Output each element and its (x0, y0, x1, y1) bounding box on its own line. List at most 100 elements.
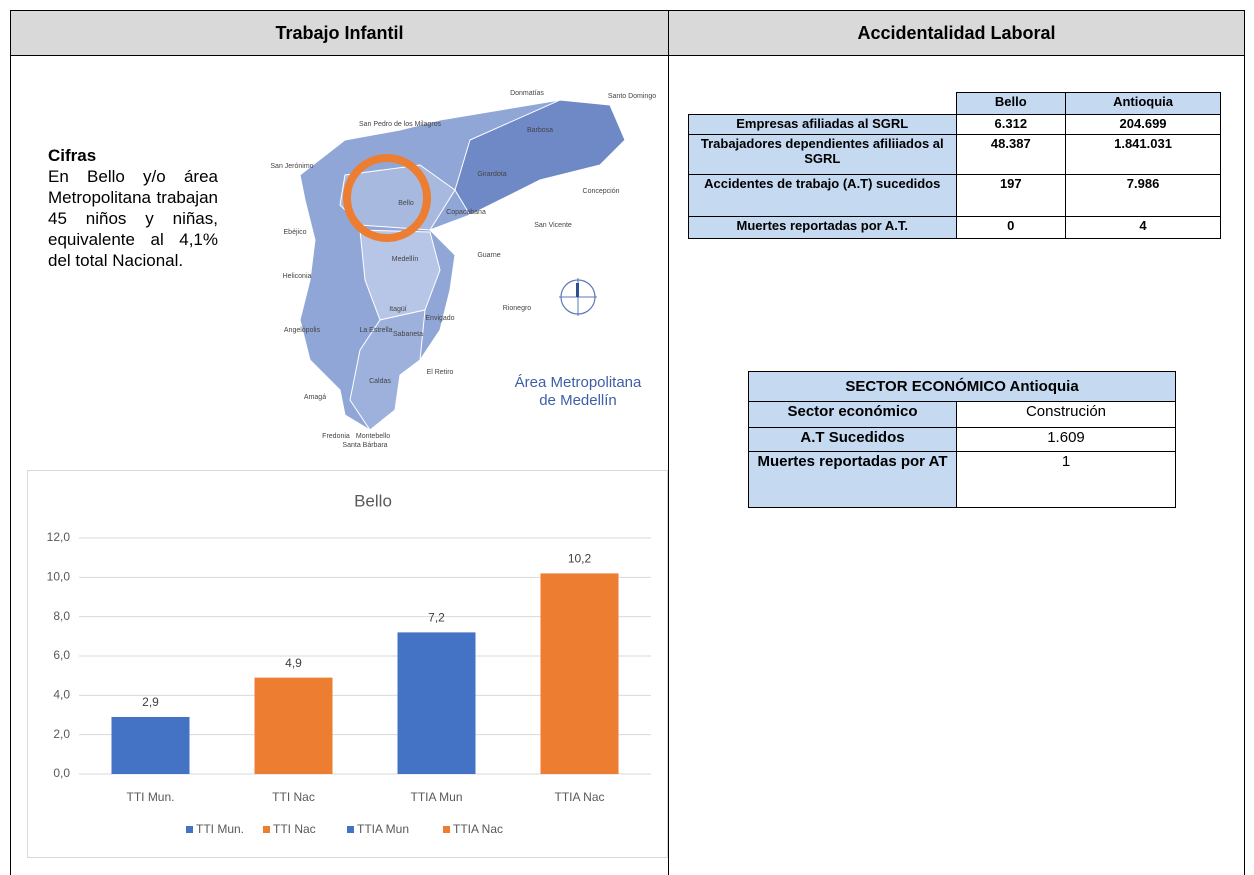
table-row-label: Empresas afiliadas al SGRL (688, 114, 957, 135)
map-title: Área Metropolitana (515, 374, 642, 391)
map-label: La Estrella (359, 327, 392, 334)
map-label: El Retiro (427, 369, 454, 376)
table-cell: 204.699 (1065, 114, 1221, 135)
value-label: 4,9 (285, 656, 302, 670)
map-label: Montebello (356, 433, 390, 440)
table-cell (689, 93, 957, 115)
border (1244, 55, 1245, 875)
map-label: Santa Bárbara (342, 442, 387, 449)
table-row-label: A.T Sucedidos (748, 427, 957, 452)
map-label: Bello (398, 200, 414, 207)
map-label: Santo Domingo (608, 93, 656, 100)
table-title: SECTOR ECONÓMICO Antioquia (748, 371, 1176, 402)
table-cell: 1.841.031 (1065, 134, 1221, 175)
table-row: Trabajadores dependientes afiliiados al … (688, 134, 1221, 175)
y-tick-label: 10,0 (47, 570, 71, 584)
table-row: Muertes reportadas por AT 1 (748, 451, 1176, 508)
table-row-label: Accidentes de trabajo (A.T) sucedidos (688, 174, 957, 217)
bar (111, 716, 190, 774)
map-label: Caldas (369, 378, 391, 385)
map-label: Medellín (392, 256, 419, 263)
table-cell: 1.609 (956, 427, 1176, 452)
table-row: Bello Antioquia (689, 92, 1221, 115)
compass (576, 283, 579, 297)
map-label: Girardota (477, 171, 506, 178)
bar (540, 573, 619, 774)
map-label: Guarne (477, 252, 500, 259)
y-tick-label: 8,0 (53, 609, 70, 623)
table-header: Antioquia (1065, 92, 1221, 115)
border (668, 55, 669, 875)
value-label: 7,2 (428, 611, 445, 625)
x-tick-label: TTI Nac (272, 790, 315, 804)
value-label: 10,2 (568, 552, 592, 566)
y-tick-label: 12,0 (47, 530, 71, 544)
bar (397, 632, 476, 774)
map-label: Envigado (425, 315, 454, 322)
map-label: San Pedro de los Milagros (359, 121, 442, 128)
chart-title: Bello (354, 491, 392, 510)
border (10, 55, 11, 875)
x-tick-label: TTIA Nac (554, 790, 604, 804)
table-row-label: Muertes reportadas por AT (748, 451, 957, 508)
highlight-circle (343, 154, 431, 242)
map-label: Rionegro (503, 305, 532, 312)
table-row: SECTOR ECONÓMICO Antioquia (748, 371, 1176, 402)
legend-label: TTI Mun. (196, 822, 244, 836)
table-row: Muertes reportadas por A.T. 0 4 (688, 216, 1221, 239)
map-label: Ebéjico (284, 229, 307, 236)
table-accidentalidad: Bello Antioquia Empresas afiliadas al SGRL… (688, 92, 1221, 239)
map-label: Donmatías (510, 90, 544, 97)
table-row: Sector económico Construción (748, 401, 1176, 428)
legend-label: TTI Nac (273, 822, 316, 836)
bar (254, 677, 333, 774)
table-row-label: Trabajadores dependientes afiliiados al … (688, 134, 957, 175)
table-row-label: Sector económico (748, 401, 957, 428)
legend-swatch (186, 826, 193, 833)
table-cell: 6.312 (955, 114, 1067, 135)
header-left: Trabajo Infantil (10, 10, 669, 56)
map-label: San Jerónimo (270, 163, 313, 170)
y-tick-label: 4,0 (53, 688, 70, 702)
y-tick-label: 0,0 (53, 766, 70, 780)
table-cell: 1 (956, 451, 1176, 508)
table-row: Empresas afiliadas al SGRL 6.312 204.699 (688, 114, 1221, 135)
map: Área Metropolitana de Medellín Donmatías… (270, 90, 656, 449)
map-label: Angelópolis (284, 327, 321, 334)
y-tick-label: 6,0 (53, 648, 70, 662)
table-cell: 7.986 (1065, 174, 1221, 217)
cifras-title: Cifras (48, 146, 97, 165)
legend-label: TTIA Nac (453, 822, 503, 836)
table-cell: 197 (955, 174, 1067, 217)
table-cell: 0 (955, 216, 1067, 239)
chart: Bello 0,0 2,0 4,0 6,0 8,0 10,0 12,0 2,9 TTI Mun.… (27, 470, 668, 858)
cifras: Cifras En Bello y/o área Metropolitana t… (48, 145, 218, 271)
map-label: Heliconia (283, 273, 312, 280)
legend-label: TTIA Mun (357, 822, 409, 836)
map-label: Amagá (304, 394, 326, 401)
table-cell: 48.387 (955, 134, 1067, 175)
map-label: San Vicente (534, 222, 572, 229)
table-cell: 4 (1065, 216, 1221, 239)
map-region (349, 309, 426, 431)
map-label: Sabaneta (393, 331, 423, 338)
map-label: Barbosa (527, 127, 553, 134)
map-label: Itagüí (389, 306, 407, 313)
legend-swatch (347, 826, 354, 833)
table-row-label: Muertes reportadas por A.T. (688, 216, 957, 239)
y-tick-label: 2,0 (53, 727, 70, 741)
map-label: Fredonia (322, 433, 350, 440)
table-header: Bello (955, 92, 1067, 115)
table-cell: Construción (956, 401, 1176, 428)
table-row: Accidentes de trabajo (A.T) sucedidos 197… (688, 174, 1221, 217)
header-right: Accidentalidad Laboral (668, 10, 1245, 56)
map-title: de Medellín (539, 392, 617, 409)
map-region (454, 99, 626, 216)
legend-swatch (443, 826, 450, 833)
x-tick-label: TTIA Mun (410, 790, 462, 804)
table-sector: SECTOR ECONÓMICO Antioquia Sector económi… (748, 371, 1176, 508)
map-label: Concepción (583, 188, 620, 195)
value-label: 2,9 (142, 695, 159, 709)
cifras-text: En Bello y/o área Metropolitana trabajan… (48, 167, 218, 270)
